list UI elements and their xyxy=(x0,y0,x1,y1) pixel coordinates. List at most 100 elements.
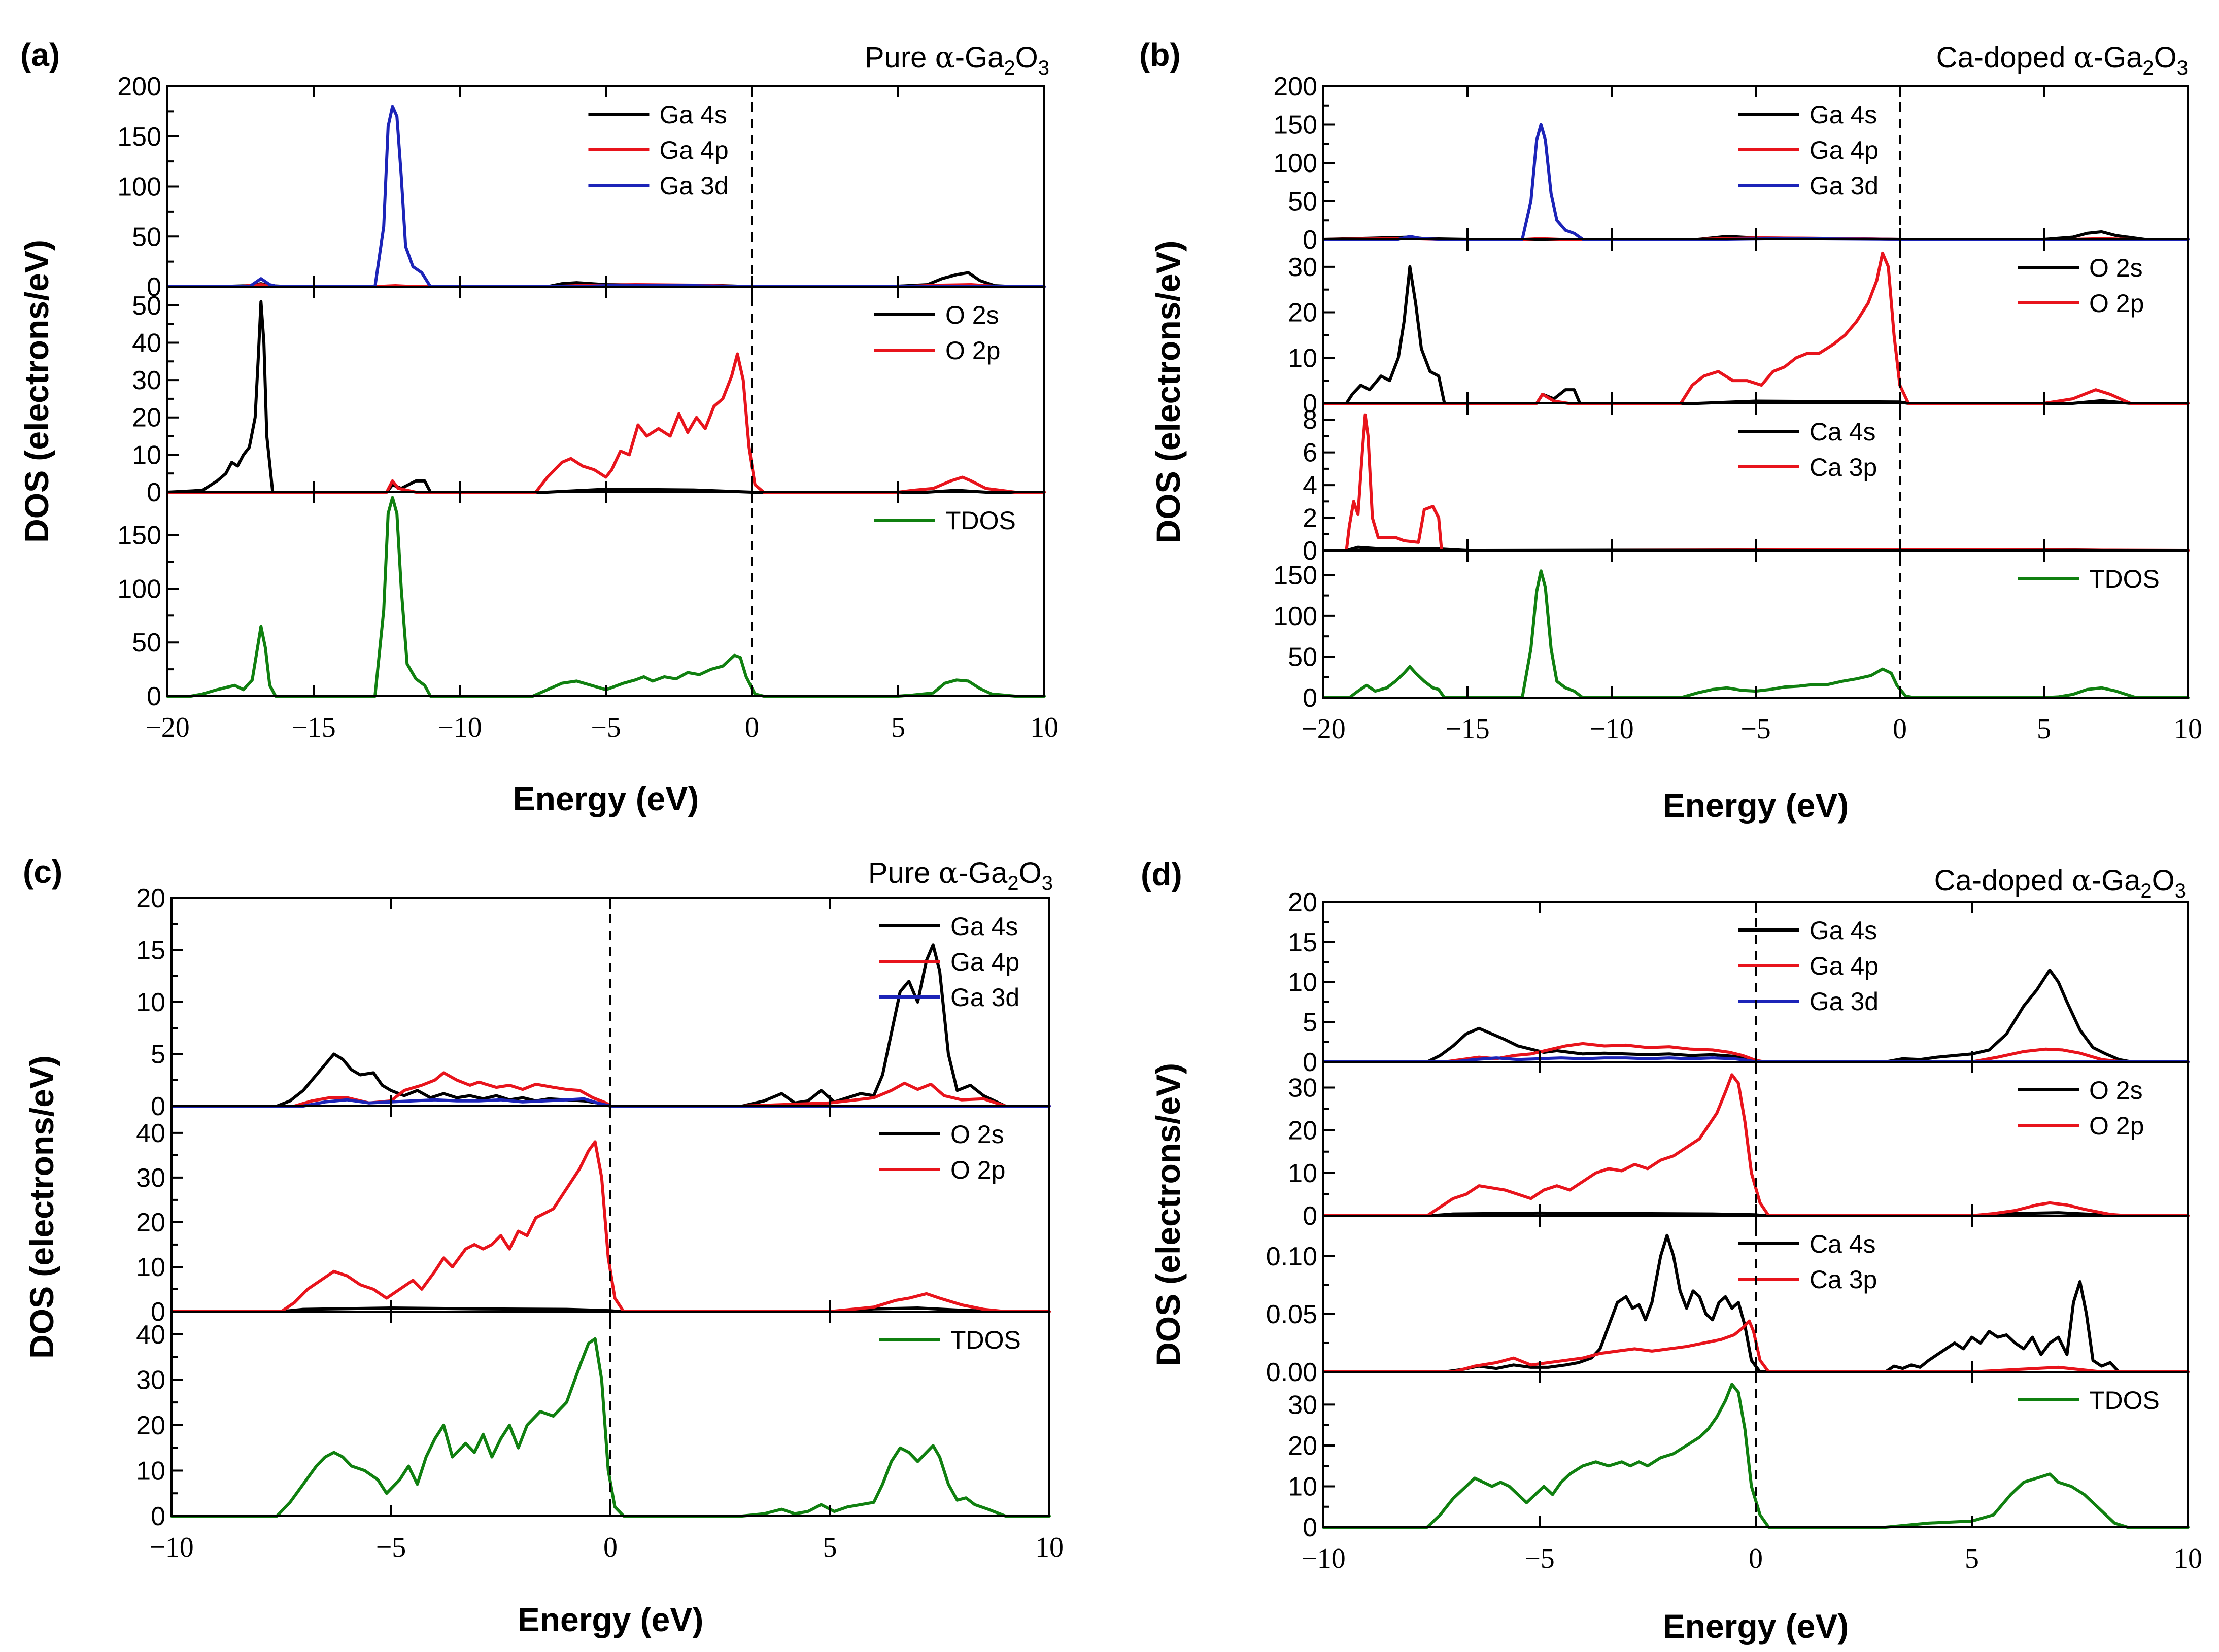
panel-title: Pure α-Ga2O3 xyxy=(865,40,1049,79)
y-tick-label: 0 xyxy=(151,1502,165,1531)
panel-title: Ca-doped α-Ga2O3 xyxy=(1934,863,2186,902)
y-tick-label: 10 xyxy=(1288,1472,1317,1501)
y-tick-label: 100 xyxy=(1273,149,1317,178)
legend-label: Ga 4s xyxy=(1810,100,1877,129)
y-tick-label: 20 xyxy=(1288,888,1317,917)
x-tick-label: −15 xyxy=(291,712,336,743)
series-ca-3p xyxy=(1322,413,2190,552)
legend-label: Ga 4p xyxy=(1810,952,1879,980)
legend-label: Ga 3d xyxy=(659,171,728,200)
y-tick-label: 200 xyxy=(1273,72,1317,101)
y-tick-label: 5 xyxy=(1303,1008,1317,1037)
x-tick-label: 5 xyxy=(891,712,905,743)
title-part: -Ga xyxy=(959,856,1008,889)
x-axis-label: Energy (eV) xyxy=(518,1601,704,1638)
legend-label: Ga 3d xyxy=(1810,171,1879,200)
y-tick-label: 0 xyxy=(147,272,161,302)
panel-label: (a) xyxy=(20,37,60,73)
y-tick-label: 0 xyxy=(1303,1048,1317,1077)
legend-label: O 2s xyxy=(2089,1076,2143,1105)
series-ga-3d xyxy=(170,1097,1051,1108)
x-tick-label: −5 xyxy=(591,712,621,743)
title-part: α xyxy=(2074,40,2094,75)
subplot-3: 0 10 20 30 40 TDOS xyxy=(136,1311,1051,1531)
x-tick-label: −20 xyxy=(1301,713,1346,745)
series-tdos xyxy=(1322,1383,2190,1529)
y-tick-label: 20 xyxy=(132,403,161,433)
title-subscript: 2 xyxy=(2142,57,2154,79)
y-tick-label: 20 xyxy=(1288,1116,1317,1146)
y-tick-label: 0 xyxy=(147,682,161,711)
title-part: -Ga xyxy=(2094,41,2143,74)
x-tick-label: −10 xyxy=(1301,1543,1346,1574)
title-subscript: 3 xyxy=(1038,57,1049,79)
x-tick-label: −5 xyxy=(1740,713,1771,745)
y-axis-label: DOS (electrons/eV) xyxy=(18,239,55,543)
x-tick-label: 0 xyxy=(1893,713,1907,745)
y-tick-label: 30 xyxy=(136,1163,165,1193)
y-tick-label: 10 xyxy=(132,440,161,470)
legend-label: Ca 4s xyxy=(1810,1230,1876,1258)
x-tick-label: 5 xyxy=(823,1532,837,1563)
y-tick-label: 50 xyxy=(1288,642,1317,672)
title-part: O xyxy=(1019,856,1042,889)
x-tick-label: 5 xyxy=(2037,713,2051,745)
subplot-3: 0 50 100 150 TDOS xyxy=(117,491,1046,711)
x-tick-label: 10 xyxy=(1035,1532,1064,1563)
y-tick-label: 6 xyxy=(1303,438,1317,468)
y-tick-label: 10 xyxy=(136,988,165,1017)
legend-label: Ga 4p xyxy=(1810,136,1879,164)
x-axis-label: Energy (eV) xyxy=(1663,786,1849,824)
y-tick-label: 200 xyxy=(117,72,161,101)
y-tick-label: 0.00 xyxy=(1266,1358,1317,1387)
title-subscript: 3 xyxy=(1042,872,1053,894)
y-tick-label: 15 xyxy=(1288,928,1317,957)
panel-label: (c) xyxy=(23,853,62,890)
title-part: Ca-doped xyxy=(1936,41,2074,74)
legend-label: Ga 4s xyxy=(950,912,1018,941)
y-tick-label: 150 xyxy=(117,122,161,152)
series-ga-4p xyxy=(1322,1042,2190,1063)
y-tick-label: 0 xyxy=(1303,389,1317,419)
series-o-2p xyxy=(170,1140,1051,1313)
series-o-2p xyxy=(1322,1073,2190,1217)
legend-label: TDOS xyxy=(950,1326,1021,1354)
legend-label: O 2p xyxy=(2089,289,2144,318)
title-part: -Ga xyxy=(2092,864,2141,897)
subplot-4: 0 50 100 150 TDOS xyxy=(1273,549,2190,713)
x-axis-label: Energy (eV) xyxy=(1663,1607,1849,1645)
title-part: Pure xyxy=(868,856,939,889)
y-tick-label: 0 xyxy=(1303,1513,1317,1542)
y-tick-label: 40 xyxy=(136,1119,165,1148)
y-tick-label: 30 xyxy=(1288,253,1317,282)
x-tick-label: −5 xyxy=(376,1532,406,1563)
panel-label: (d) xyxy=(1141,856,1182,892)
legend-label: Ga 3d xyxy=(950,983,1019,1012)
subplot-1: 0 5 10 15 20 Ga 4s Ga 4p Ga 3d xyxy=(1288,888,2190,1077)
x-tick-label: −10 xyxy=(437,712,482,743)
legend-label: O 2p xyxy=(945,336,1000,365)
y-tick-label: 20 xyxy=(136,1208,165,1237)
legend-label: Ga 4s xyxy=(1810,916,1877,945)
y-tick-label: 0 xyxy=(1303,1201,1317,1231)
panel-title: Pure α-Ga2O3 xyxy=(868,855,1053,894)
y-tick-label: 0 xyxy=(147,478,161,507)
x-tick-label: 0 xyxy=(1749,1543,1763,1574)
y-tick-label: 50 xyxy=(132,628,161,658)
y-tick-label: 15 xyxy=(136,936,165,966)
legend-label: Ca 3p xyxy=(1810,453,1877,481)
title-subscript: 2 xyxy=(1004,57,1015,79)
title-part: α xyxy=(2072,863,2092,898)
series-tdos xyxy=(170,1337,1051,1518)
y-axis-label: DOS (electrons/eV) xyxy=(23,1055,60,1359)
y-tick-label: 30 xyxy=(1288,1074,1317,1103)
legend-label: Ca 3p xyxy=(1810,1265,1877,1294)
legend-label: O 2p xyxy=(2089,1112,2144,1140)
y-tick-label: 50 xyxy=(132,222,161,252)
legend-label: O 2p xyxy=(950,1156,1005,1184)
x-tick-label: −10 xyxy=(1589,713,1634,745)
y-tick-label: 40 xyxy=(136,1320,165,1350)
